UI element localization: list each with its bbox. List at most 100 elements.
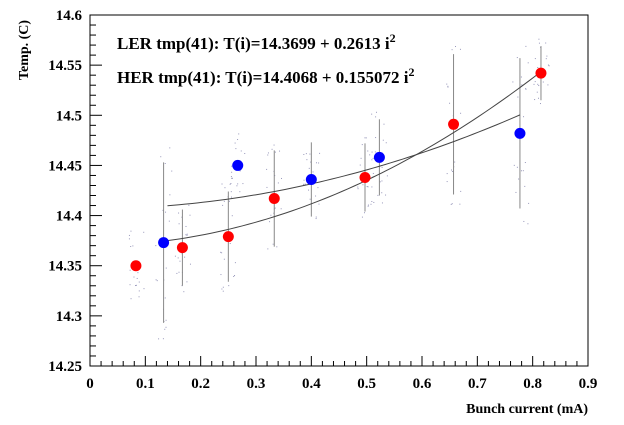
ler-fit-annotation: LER tmp(41): T(i)=14.3699 + 0.2613 i2 (117, 31, 396, 53)
scatter-dot (364, 212, 366, 214)
scatter-dot (276, 246, 278, 248)
scatter-dot (539, 103, 541, 105)
data-point (448, 118, 460, 130)
scatter-dot (228, 285, 230, 287)
scatter-dot (185, 234, 187, 236)
scatter-dot (223, 258, 225, 260)
scatter-dot (221, 252, 223, 254)
scatter-dot (370, 203, 372, 205)
scatter-dot (528, 202, 530, 204)
scatter-dot (371, 113, 373, 115)
scatter-dot (158, 338, 160, 340)
data-point (373, 151, 385, 163)
y-tick-label: 14.4 (56, 209, 83, 225)
scatter-dot (517, 96, 519, 98)
scatter-dot (273, 212, 275, 214)
scatter-dot (371, 201, 373, 203)
scatter-dot (545, 58, 547, 60)
y-tick-label: 14.25 (48, 359, 82, 375)
scatter-dot (169, 147, 171, 149)
scatter-dot (267, 152, 269, 154)
scatter-dot (143, 288, 145, 290)
scatter-dot (379, 181, 381, 183)
scatter-dot (372, 172, 374, 174)
scatter-dot (537, 97, 539, 99)
scatter-dot (537, 83, 539, 85)
scatter-dot (520, 76, 522, 78)
scatter-dot (138, 281, 140, 283)
scatter-dot (130, 298, 132, 300)
scatter-dot (128, 234, 130, 236)
scatter-dot (165, 211, 167, 213)
scatter-dot (357, 188, 359, 190)
scatter-dot (229, 183, 231, 185)
scatter-dot (168, 220, 170, 222)
scatter-dot (310, 161, 312, 163)
scatter-dot (231, 165, 233, 167)
scatter-dot (516, 57, 518, 59)
scatter-dot (357, 186, 359, 188)
scatter-dot (277, 182, 279, 184)
scatter-dot (451, 170, 453, 172)
scatter-dot (239, 191, 241, 193)
scatter-dot (237, 183, 239, 185)
scatter-dot (281, 177, 283, 179)
scatter-dot (372, 157, 374, 159)
scatter-dot (165, 326, 167, 328)
scatter-dot (274, 151, 276, 153)
scatter-dot (367, 204, 369, 206)
scatter-dot (365, 137, 367, 139)
scatter-dot (164, 328, 166, 330)
scatter-dot (375, 137, 377, 139)
scatter-dot (524, 185, 526, 187)
data-point (176, 242, 188, 254)
scatter-dot (513, 164, 515, 166)
y-tick-label: 14.55 (48, 58, 82, 74)
scatter-dot (280, 208, 282, 210)
scatter-dot (447, 85, 449, 87)
fit-curves (167, 71, 542, 242)
scatter-dot (228, 200, 230, 202)
scatter-dot (186, 233, 188, 235)
scatter-dot (386, 175, 388, 177)
scatter-dot (538, 85, 540, 87)
scatter-dot (130, 230, 132, 232)
scatter-dot (155, 245, 157, 247)
y-tick-label: 14.45 (48, 158, 82, 174)
scatter-dot (450, 169, 452, 171)
fit-curve (167, 71, 542, 242)
scatter-dot (542, 81, 544, 83)
scatter-dot (304, 184, 306, 186)
scatter-dot (184, 256, 186, 258)
scatter-dot (305, 153, 307, 155)
scatter-dot (460, 190, 462, 192)
scatter-dot (220, 274, 222, 276)
scatter-dot (361, 144, 363, 146)
x-axis-title: Bunch current (mA) (466, 402, 588, 417)
scatter-dot (318, 203, 320, 205)
data-points (130, 67, 547, 272)
scatter-dot (308, 167, 310, 169)
y-tick-label: 14.5 (56, 108, 82, 124)
axes: 0 0.1 0.2 0.3 0.4 0.5 0.6 0.7 0.8 0.9 14.25 14.3 14.… (48, 8, 597, 392)
scatter-dot (303, 183, 305, 185)
scatter-dot (231, 215, 233, 217)
scatter-dot (237, 139, 239, 141)
scatter-dot (179, 260, 181, 262)
scatter-dot (518, 178, 520, 180)
data-point (222, 231, 234, 243)
scatter-dot (367, 186, 369, 188)
scatter-dot (135, 284, 137, 286)
scatter-dot (315, 218, 317, 220)
scatter-dot (156, 280, 158, 282)
scatter-dot (381, 180, 383, 182)
scatter-dot (188, 204, 190, 206)
scatter-dot (315, 195, 317, 197)
scatter-dot (547, 84, 549, 86)
scatter-dot (224, 187, 226, 189)
scatter-dot (231, 177, 233, 179)
scatter-dot (522, 170, 524, 172)
scatter-dot (267, 248, 269, 250)
scatter-dot (521, 84, 523, 86)
scatter-dot (171, 170, 173, 172)
